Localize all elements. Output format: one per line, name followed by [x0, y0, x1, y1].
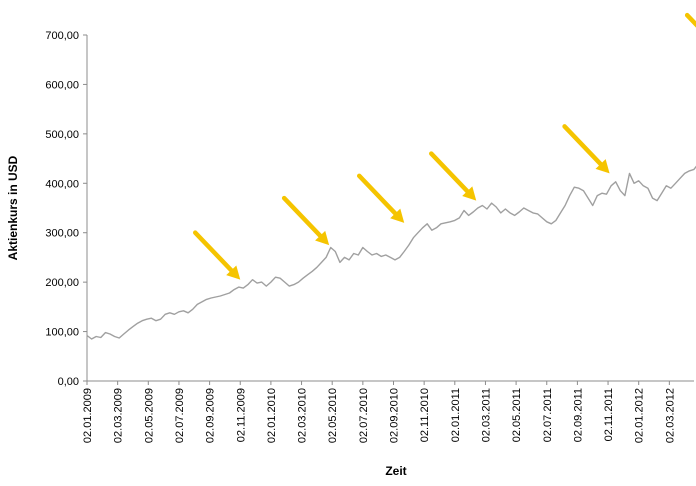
x-axis: 02.01.2009 02.03.2009 02.05.2009 02.07.2009… — [82, 380, 694, 443]
x-tick-label: 02.09.2009 — [205, 388, 217, 443]
x-tick-label: 02.11.2009 — [235, 388, 247, 442]
x-tick-label: 02.09.2011 — [572, 388, 584, 442]
x-tick-label: 02.07.2010 — [358, 388, 370, 443]
x-tick-label: 02.05.2010 — [327, 388, 339, 443]
arrow-annotation — [562, 124, 610, 174]
y-tick-label: 100,00 — [45, 327, 79, 339]
x-tick-label: 02.03.2012 — [664, 388, 676, 443]
x-tick-label: 02.03.2011 — [480, 388, 492, 442]
x-tick-label: 02.01.2010 — [266, 388, 278, 443]
arrow-group — [193, 12, 696, 280]
arrow-annotation — [281, 195, 330, 246]
y-tick-label: 200,00 — [45, 277, 79, 289]
series-group — [86, 165, 696, 340]
x-tick-label: 02.01.2012 — [634, 388, 646, 443]
y-tick-label: 300,00 — [45, 228, 79, 240]
x-tick-label: 02.01.2011 — [450, 388, 462, 442]
y-tick-label: 0,00 — [58, 376, 79, 388]
x-tick-label: 02.11.2010 — [419, 388, 431, 442]
y-axis: 0,00 100,00 200,00 300,00 400,00 500,00 600,00… — [45, 30, 88, 388]
y-axis-title: Aktienkurs in USD — [6, 155, 20, 260]
arrow-annotation — [429, 151, 477, 201]
arrow-annotation — [684, 12, 696, 28]
y-tick-group: 0,00 100,00 200,00 300,00 400,00 500,00 600,00… — [45, 30, 87, 388]
x-tick-label: 02.03.2009 — [113, 388, 125, 443]
x-tick-label: 02.11.2011 — [603, 388, 615, 441]
x-tick-label: 02.07.2011 — [542, 388, 554, 442]
arrow-annotation — [193, 230, 241, 280]
x-tick-label: 02.05.2011 — [511, 388, 523, 442]
x-tick-label: 02.01.2009 — [82, 388, 94, 443]
y-tick-label: 700,00 — [45, 30, 79, 42]
x-tick-label: 02.05.2009 — [143, 388, 155, 443]
x-tick-label: 02.09.2010 — [389, 388, 401, 443]
series-line — [86, 165, 696, 340]
y-tick-label: 400,00 — [45, 178, 79, 190]
y-tick-label: 600,00 — [45, 79, 79, 91]
y-tick-label: 500,00 — [45, 129, 79, 141]
x-tick-group: 02.01.2009 02.03.2009 02.05.2009 02.07.2009… — [82, 381, 676, 443]
x-tick-label: 02.07.2009 — [174, 388, 186, 443]
x-axis-title: Zeit — [385, 464, 406, 478]
x-tick-label: 02.03.2010 — [297, 388, 309, 443]
arrow-annotation — [356, 173, 405, 223]
